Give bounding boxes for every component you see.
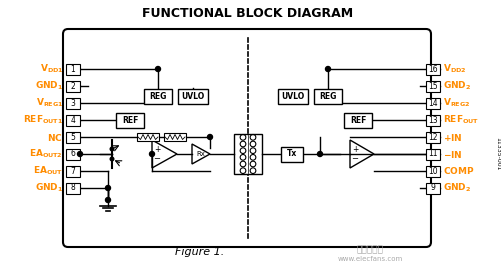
Text: 4: 4 — [71, 116, 75, 124]
Text: −: − — [351, 154, 358, 164]
Bar — [137, 133, 159, 141]
Bar — [66, 114, 80, 126]
Circle shape — [325, 66, 330, 72]
Bar — [164, 133, 186, 141]
Bar — [425, 131, 439, 143]
Bar — [425, 114, 439, 126]
Text: 14: 14 — [427, 99, 437, 107]
Circle shape — [110, 157, 114, 161]
Bar — [66, 63, 80, 75]
Text: $\mathbf{REF_{OUT}}$: $\mathbf{REF_{OUT}}$ — [442, 114, 478, 126]
Text: $\mathbf{-IN}$: $\mathbf{-IN}$ — [442, 148, 462, 160]
Bar — [425, 63, 439, 75]
Bar — [281, 147, 303, 161]
Bar — [66, 97, 80, 109]
Text: −: − — [153, 154, 160, 164]
Bar — [116, 113, 144, 127]
Text: 15: 15 — [427, 82, 437, 90]
Bar — [313, 89, 341, 103]
Text: $\mathbf{GND_1}$: $\mathbf{GND_1}$ — [35, 80, 63, 92]
Text: Rx: Rx — [196, 151, 205, 157]
Bar — [66, 183, 80, 194]
Circle shape — [317, 151, 322, 157]
Bar — [66, 166, 80, 177]
Text: $\mathbf{GND_1}$: $\mathbf{GND_1}$ — [35, 182, 63, 194]
Bar — [144, 89, 172, 103]
Text: $\mathbf{V_{DD1}}$: $\mathbf{V_{DD1}}$ — [40, 63, 63, 75]
Text: 1: 1 — [71, 65, 75, 73]
Bar — [178, 89, 207, 103]
Text: 11: 11 — [427, 150, 437, 158]
Bar — [278, 89, 308, 103]
Text: UVLO: UVLO — [281, 92, 304, 100]
Circle shape — [155, 66, 160, 72]
Text: FUNCTIONAL BLOCK DIAGRAM: FUNCTIONAL BLOCK DIAGRAM — [142, 7, 353, 20]
Text: $\mathbf{EA_{OUT2}}$: $\mathbf{EA_{OUT2}}$ — [29, 148, 63, 160]
Bar — [66, 131, 80, 143]
Text: $\mathbf{EA_{OUT}}$: $\mathbf{EA_{OUT}}$ — [33, 165, 63, 177]
Text: $\mathbf{V_{REG2}}$: $\mathbf{V_{REG2}}$ — [442, 97, 469, 109]
Bar — [425, 80, 439, 92]
Text: REG: REG — [149, 92, 166, 100]
Text: 13: 13 — [427, 116, 437, 124]
Circle shape — [105, 197, 110, 202]
Text: UVLO: UVLO — [181, 92, 204, 100]
Text: $\mathbf{GND_2}$: $\mathbf{GND_2}$ — [442, 80, 470, 92]
Bar — [425, 148, 439, 160]
Text: 8: 8 — [71, 184, 75, 193]
FancyBboxPatch shape — [63, 29, 430, 247]
Text: $\mathbf{REF_{OUT1}}$: $\mathbf{REF_{OUT1}}$ — [23, 114, 63, 126]
Text: $\mathbf{+IN}$: $\mathbf{+IN}$ — [442, 131, 462, 143]
Text: 10: 10 — [427, 167, 437, 176]
Text: 7: 7 — [71, 167, 75, 176]
Circle shape — [105, 185, 110, 191]
Text: 3: 3 — [71, 99, 75, 107]
Bar — [425, 97, 439, 109]
Text: 6: 6 — [71, 150, 75, 158]
Text: 2: 2 — [71, 82, 75, 90]
Bar — [343, 113, 371, 127]
Circle shape — [110, 147, 114, 151]
Text: $\mathbf{COMP}$: $\mathbf{COMP}$ — [442, 166, 473, 177]
Text: +: + — [153, 144, 160, 154]
Circle shape — [207, 134, 212, 140]
Text: 11335-001: 11335-001 — [494, 137, 499, 171]
Bar — [66, 80, 80, 92]
Text: REF: REF — [349, 116, 365, 124]
Bar — [425, 166, 439, 177]
Text: 电子发烧友: 电子发烧友 — [356, 245, 383, 255]
Text: $\mathbf{V_{DD2}}$: $\mathbf{V_{DD2}}$ — [442, 63, 465, 75]
Text: Tx: Tx — [286, 150, 297, 158]
Circle shape — [77, 151, 82, 157]
Text: 12: 12 — [427, 133, 437, 141]
Text: www.elecfans.com: www.elecfans.com — [337, 256, 402, 262]
Text: 5: 5 — [71, 133, 75, 141]
Bar — [66, 148, 80, 160]
Text: $\mathbf{V_{REG1}}$: $\mathbf{V_{REG1}}$ — [36, 97, 63, 109]
Circle shape — [149, 151, 154, 157]
Text: 16: 16 — [427, 65, 437, 73]
Bar — [233, 134, 262, 174]
Text: 9: 9 — [430, 184, 434, 193]
Bar — [425, 183, 439, 194]
Text: +: + — [351, 144, 358, 154]
Text: Figure 1.: Figure 1. — [175, 247, 224, 257]
Text: REG: REG — [319, 92, 336, 100]
Text: REF: REF — [122, 116, 138, 124]
Text: $\mathbf{NC}$: $\mathbf{NC}$ — [47, 131, 63, 143]
Text: $\mathbf{GND_2}$: $\mathbf{GND_2}$ — [442, 182, 470, 194]
